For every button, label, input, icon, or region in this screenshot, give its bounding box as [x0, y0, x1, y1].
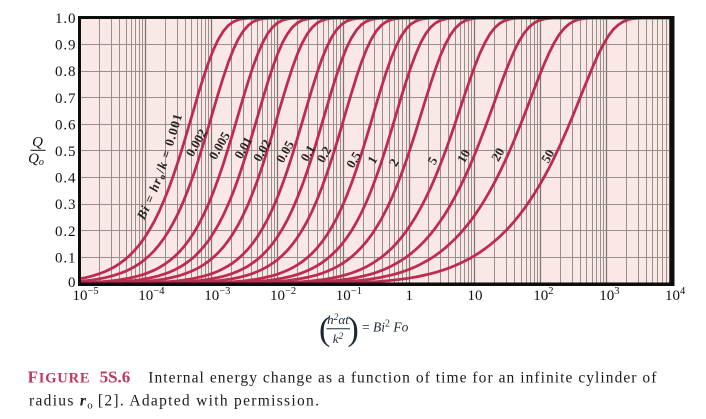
svg-text:0.6: 0.6: [55, 117, 76, 133]
svg-text:Q: Q: [32, 135, 43, 151]
svg-text:h2αt: h2αt: [327, 312, 349, 327]
svg-text:1: 1: [405, 288, 413, 304]
svg-text:= Bi2 Fo: = Bi2 Fo: [362, 319, 409, 335]
svg-text:): ): [348, 311, 359, 348]
svg-text:0.2: 0.2: [313, 144, 334, 166]
svg-text:0.1: 0.1: [55, 250, 76, 266]
svg-text:0.9: 0.9: [55, 38, 76, 54]
svg-text:0: 0: [68, 275, 76, 291]
svg-text:(: (: [319, 311, 330, 348]
svg-text:0.1: 0.1: [297, 142, 318, 164]
svg-text:0.7: 0.7: [55, 91, 76, 107]
svg-text:0.4: 0.4: [55, 171, 76, 187]
svg-text:0.5: 0.5: [55, 144, 76, 160]
svg-text:1.0: 1.0: [55, 11, 76, 27]
svg-text:k2: k2: [333, 331, 344, 346]
svg-text:10: 10: [454, 147, 473, 166]
svg-text:0.2: 0.2: [55, 224, 76, 240]
svg-text:0.8: 0.8: [55, 64, 76, 80]
svg-text:10: 10: [468, 288, 483, 304]
svg-text:0.3: 0.3: [55, 197, 76, 213]
svg-text:50: 50: [538, 147, 557, 166]
svg-text:radius ro [2]. Adapted with pe: radius ro [2]. Adapted with permission.: [29, 393, 320, 412]
svg-text:0.5: 0.5: [343, 149, 364, 171]
svg-text:20: 20: [488, 145, 507, 164]
